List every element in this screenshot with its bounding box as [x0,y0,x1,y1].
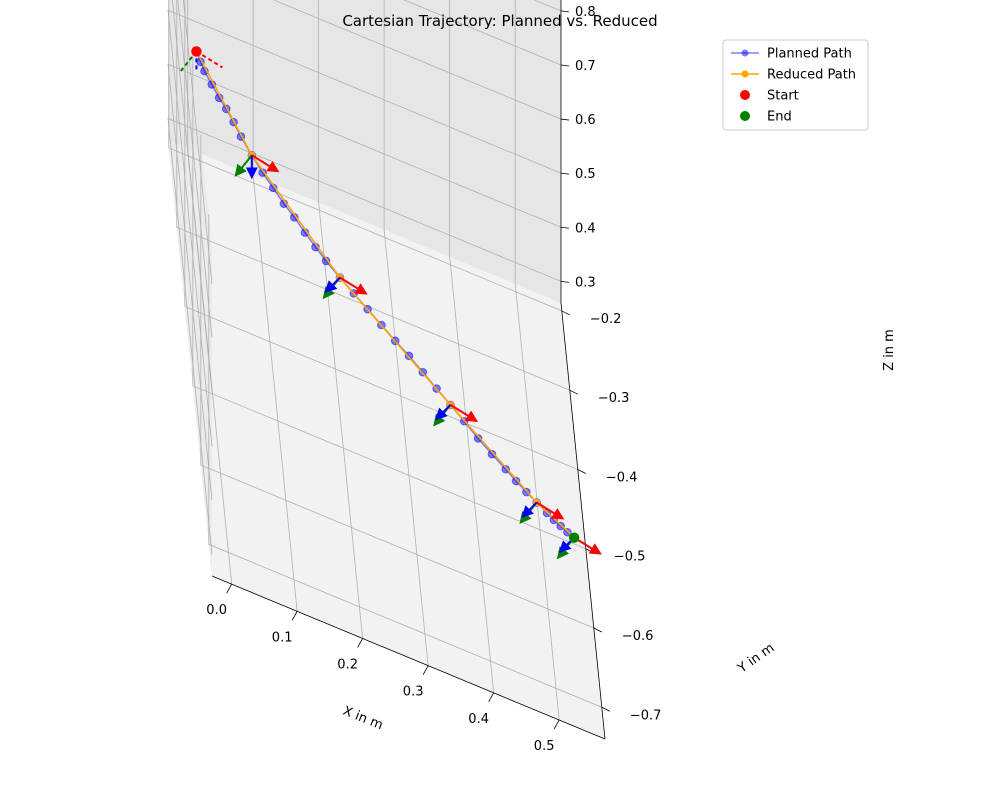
x-tick-label: 0.0 [206,603,227,618]
y-tick-mark [601,706,610,712]
z-gridline [167,9,562,447]
data-layer [179,46,602,560]
legend-label: Reduced Path [767,68,856,83]
z-gridline [172,0,562,393]
x-tick-mark [422,665,429,675]
y-tick-label: −0.4 [606,470,638,485]
z-tick-label: 0.4 [575,221,596,236]
y-gridline [200,135,594,629]
y-gridline [176,0,570,391]
z-tick-mark [560,172,570,175]
x-gridline [514,0,560,721]
z-gridline [167,117,562,555]
y-tick-label: −0.6 [622,629,654,644]
legend-swatch-marker [741,49,749,57]
start-point [191,46,202,57]
back-wall-pane [168,0,561,303]
y-axis-label: Y in m [734,641,777,677]
x-tick-mark [488,692,494,703]
x-tick-mark [357,638,363,648]
x-tick-label: 0.5 [534,739,555,754]
z-gridline [167,63,562,501]
legend-label: End [767,110,792,125]
x-gridline [383,0,429,666]
planned-path-point [511,476,521,486]
y-tick-mark [577,469,586,474]
frame-x-arrow [251,154,280,173]
z-axis-label: Z in m [882,329,897,371]
planned-path-point [549,515,559,525]
y-tick-label: −0.5 [614,550,646,565]
y-gridline [168,0,562,312]
frame-z-arrow [434,404,452,421]
y-gridline [192,55,586,550]
y-tick-mark [593,627,602,633]
planned-path-point [487,449,497,459]
z-tick-label: 0.6 [575,113,596,128]
y-tick-label: −0.2 [590,312,622,327]
x-tick-mark [226,583,232,594]
tick-labels: 0.0 0.1 0.2 0.3 0.4 0.5 −0.7 −0.6 −0.5 −0.4 −0.3 −0… [206,5,661,754]
legend-swatch-marker [741,70,749,78]
legend-box [722,39,869,131]
y-tick-label: −0.3 [598,391,630,406]
x-tick-label: 0.4 [468,712,489,727]
z-tick-label: 0.3 [575,275,596,290]
z-tick-mark [560,226,570,229]
z-tick-mark [560,10,570,13]
x-tick-mark [553,719,560,730]
frame-y-arrow [234,154,253,177]
z-tick-label: 0.5 [575,167,596,182]
planned-path-point [258,168,267,177]
legend: Planned Path Reduced Path Start End [722,39,869,131]
legend-label: Start [767,89,799,104]
z-tick-label: 0.8 [575,5,596,20]
legend-label: Planned Path [767,47,852,62]
z-tick-mark [560,118,570,121]
x-tick-label: 0.2 [337,657,358,672]
x-axis-line [211,575,606,740]
x-tick-label: 0.1 [272,630,293,645]
y-gridline [208,214,602,708]
axis-lines [211,0,606,740]
x-tick-mark [291,611,298,621]
y-axis-line [560,302,606,740]
z-tick-mark [560,64,570,67]
planned-path-point [501,464,510,474]
x-axis-label: X in m [341,704,385,734]
y-tick-mark [569,389,578,395]
frame-x-arrow [339,276,368,295]
frame-z-arrow [324,276,341,293]
z-tick-label: 0.7 [575,59,596,74]
floor-pane [168,140,605,739]
y-tick-label: −0.7 [630,708,662,723]
chart-title: Cartesian Trajectory: Planned vs. Reduce… [342,12,657,30]
y-tick-mark [561,310,570,316]
legend-swatch-point [740,90,750,100]
x-tick-label: 0.3 [403,685,424,700]
x-gridline [449,0,495,693]
x-gridline [318,0,363,639]
frame-z-arrow [521,501,538,518]
frame-x-arrow [449,404,479,422]
z-tick-mark [560,280,570,283]
reduced-path-line [195,51,575,539]
axes-panes [168,0,605,739]
z-gridline [177,0,562,339]
frame-x-arrow [195,50,223,69]
frame-x-arrow [536,501,565,520]
z-gridline [182,0,562,284]
legend-swatch-point [740,111,750,121]
planned-path-point [473,434,483,443]
end-point [568,532,580,543]
frame-y-arrow [179,50,198,73]
